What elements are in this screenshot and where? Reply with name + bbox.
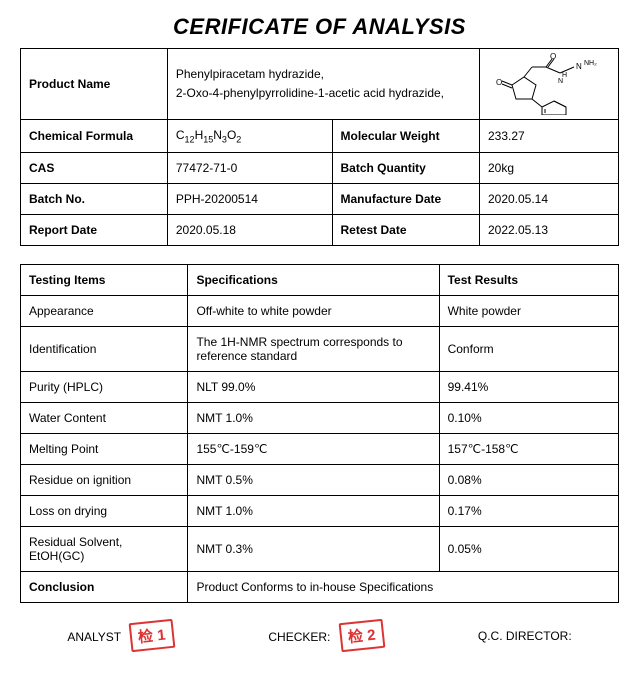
test-item: Appearance bbox=[21, 296, 188, 327]
table-row: Loss on dryingNMT 1.0%0.17% bbox=[21, 496, 619, 527]
test-result: 0.17% bbox=[439, 496, 618, 527]
analyst-label: ANALYST bbox=[67, 630, 121, 644]
retest-value: 2022.05.13 bbox=[479, 215, 618, 246]
test-result: 0.08% bbox=[439, 465, 618, 496]
table-row: Melting Point155℃-159℃157℃-158℃ bbox=[21, 434, 619, 465]
test-item: Residual Solvent, EtOH(GC) bbox=[21, 527, 188, 572]
test-spec: NMT 1.0% bbox=[188, 403, 439, 434]
test-spec: NMT 0.3% bbox=[188, 527, 439, 572]
batchqty-label: Batch Quantity bbox=[332, 153, 479, 184]
batchno-value: PPH-20200514 bbox=[167, 184, 332, 215]
test-spec: 155℃-159℃ bbox=[188, 434, 439, 465]
test-item: Loss on drying bbox=[21, 496, 188, 527]
report-value: 2020.05.18 bbox=[167, 215, 332, 246]
test-item: Water Content bbox=[21, 403, 188, 434]
stamp-1: 检 1 bbox=[129, 619, 175, 652]
formula-label: Chemical Formula bbox=[21, 120, 168, 153]
test-result: 157℃-158℃ bbox=[439, 434, 618, 465]
svg-text:N: N bbox=[558, 78, 563, 85]
batchqty-value: 20kg bbox=[479, 153, 618, 184]
product-name-label: Product Name bbox=[21, 49, 168, 120]
test-result: 0.10% bbox=[439, 403, 618, 434]
svg-text:NH₂: NH₂ bbox=[584, 60, 597, 67]
table-row: AppearanceOff-white to white powderWhite… bbox=[21, 296, 619, 327]
table-row: IdentificationThe 1H-NMR spectrum corres… bbox=[21, 327, 619, 372]
checker-label: CHECKER: bbox=[268, 630, 330, 644]
footer-row: ANALYST 检 1 CHECKER: 检 2 Q.C. DIRECTOR: bbox=[20, 621, 619, 650]
svg-text:N: N bbox=[576, 62, 582, 71]
test-spec: Off-white to white powder bbox=[188, 296, 439, 327]
conclusion-label: Conclusion bbox=[21, 572, 188, 603]
test-item: Purity (HPLC) bbox=[21, 372, 188, 403]
tests-header-spec: Specifications bbox=[188, 265, 439, 296]
mw-label: Molecular Weight bbox=[332, 120, 479, 153]
table-row: Water ContentNMT 1.0%0.10% bbox=[21, 403, 619, 434]
product-name-value: Phenylpiracetam hydrazide, 2-Oxo-4-pheny… bbox=[167, 49, 479, 120]
test-result: Conform bbox=[439, 327, 618, 372]
table-row: Residual Solvent, EtOH(GC)NMT 0.3%0.05% bbox=[21, 527, 619, 572]
document-title: CERIFICATE OF ANALYSIS bbox=[20, 14, 619, 40]
tests-header-items: Testing Items bbox=[21, 265, 188, 296]
analyst-block: ANALYST 检 1 bbox=[67, 621, 173, 650]
tests-table: Testing Items Specifications Test Result… bbox=[20, 264, 619, 603]
qc-block: Q.C. DIRECTOR: bbox=[478, 629, 572, 643]
test-spec: The 1H-NMR spectrum corresponds to refer… bbox=[188, 327, 439, 372]
report-label: Report Date bbox=[21, 215, 168, 246]
cas-value: 77472-71-0 bbox=[167, 153, 332, 184]
stamp-2: 检 2 bbox=[338, 619, 384, 652]
checker-block: CHECKER: 检 2 bbox=[268, 621, 383, 650]
svg-text:O: O bbox=[496, 78, 502, 87]
test-spec: NMT 0.5% bbox=[188, 465, 439, 496]
retest-label: Retest Date bbox=[332, 215, 479, 246]
qc-label: Q.C. DIRECTOR: bbox=[478, 629, 572, 643]
chemical-structure-cell: O O H N N NH₂ bbox=[479, 49, 618, 120]
batchno-label: Batch No. bbox=[21, 184, 168, 215]
test-item: Melting Point bbox=[21, 434, 188, 465]
tests-header-result: Test Results bbox=[439, 265, 618, 296]
formula-value: C12H15N3O2 bbox=[167, 120, 332, 153]
svg-text:O: O bbox=[550, 53, 556, 61]
test-result: 99.41% bbox=[439, 372, 618, 403]
mfg-value: 2020.05.14 bbox=[479, 184, 618, 215]
cas-label: CAS bbox=[21, 153, 168, 184]
test-spec: NLT 99.0% bbox=[188, 372, 439, 403]
conclusion-value: Product Conforms to in-house Specificati… bbox=[188, 572, 619, 603]
test-result: White powder bbox=[439, 296, 618, 327]
product-info-table: Product Name Phenylpiracetam hydrazide, … bbox=[20, 48, 619, 246]
table-row: Residue on ignitionNMT 0.5%0.08% bbox=[21, 465, 619, 496]
test-spec: NMT 1.0% bbox=[188, 496, 439, 527]
table-row: Purity (HPLC)NLT 99.0%99.41% bbox=[21, 372, 619, 403]
chemical-structure-icon: O O H N N NH₂ bbox=[484, 53, 614, 115]
test-item: Residue on ignition bbox=[21, 465, 188, 496]
mw-value: 233.27 bbox=[479, 120, 618, 153]
mfg-label: Manufacture Date bbox=[332, 184, 479, 215]
test-item: Identification bbox=[21, 327, 188, 372]
test-result: 0.05% bbox=[439, 527, 618, 572]
